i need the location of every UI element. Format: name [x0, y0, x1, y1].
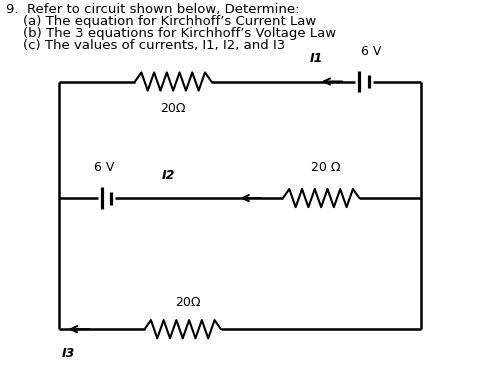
Text: (b) The 3 equations for Kirchhoff’s Voltage Law: (b) The 3 equations for Kirchhoff’s Volt… [6, 27, 336, 40]
Text: 6 V: 6 V [94, 161, 114, 174]
Text: I3: I3 [61, 347, 75, 360]
Text: 20 Ω: 20 Ω [311, 161, 341, 174]
Text: (a) The equation for Kirchhoff’s Current Law: (a) The equation for Kirchhoff’s Current… [6, 15, 316, 28]
Text: 6 V: 6 V [361, 45, 382, 58]
Text: 9.  Refer to circuit shown below, Determine:: 9. Refer to circuit shown below, Determi… [6, 3, 300, 16]
Text: I2: I2 [162, 169, 175, 182]
Text: I1: I1 [310, 52, 323, 65]
Text: (c) The values of currents, I1, I2, and I3: (c) The values of currents, I1, I2, and … [6, 39, 286, 52]
Text: 20Ω: 20Ω [160, 102, 186, 115]
Text: 20Ω: 20Ω [175, 296, 200, 309]
